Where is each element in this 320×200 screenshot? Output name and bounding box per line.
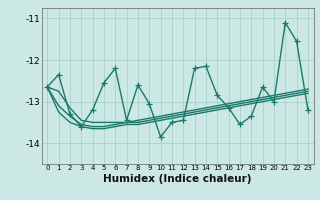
- X-axis label: Humidex (Indice chaleur): Humidex (Indice chaleur): [103, 174, 252, 184]
